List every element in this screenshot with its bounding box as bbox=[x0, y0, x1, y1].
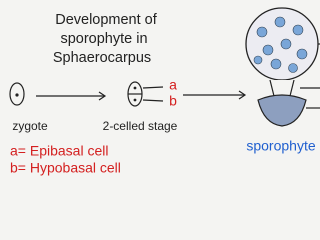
zygote-cell bbox=[9, 82, 25, 106]
arrow-head bbox=[98, 91, 107, 101]
stage-label: sporophyte bbox=[246, 138, 315, 154]
nucleus bbox=[133, 86, 137, 90]
arrow-head bbox=[238, 90, 247, 100]
nucleus bbox=[133, 98, 137, 102]
diagram: Development of sporophyte in Sphaerocarp… bbox=[9, 7, 320, 176]
stage-label: 2-celled stage bbox=[103, 119, 178, 133]
cell-label: a bbox=[169, 77, 177, 93]
title-line: Sphaerocarpus bbox=[53, 50, 151, 66]
sporophyte-drawing bbox=[245, 7, 320, 127]
pointer bbox=[142, 86, 164, 89]
title-line: sporophyte in bbox=[60, 31, 147, 47]
title-line: Development of bbox=[55, 12, 158, 28]
title: Development of sporophyte in Sphaerocarp… bbox=[53, 12, 158, 66]
stage-label: zygote bbox=[12, 119, 48, 133]
legend-item: a= Epibasal cell bbox=[10, 143, 108, 159]
pointer bbox=[142, 99, 164, 102]
legend-item: b= Hypobasal cell bbox=[10, 160, 121, 176]
cell-label: b bbox=[169, 93, 177, 109]
nucleus bbox=[15, 93, 19, 97]
